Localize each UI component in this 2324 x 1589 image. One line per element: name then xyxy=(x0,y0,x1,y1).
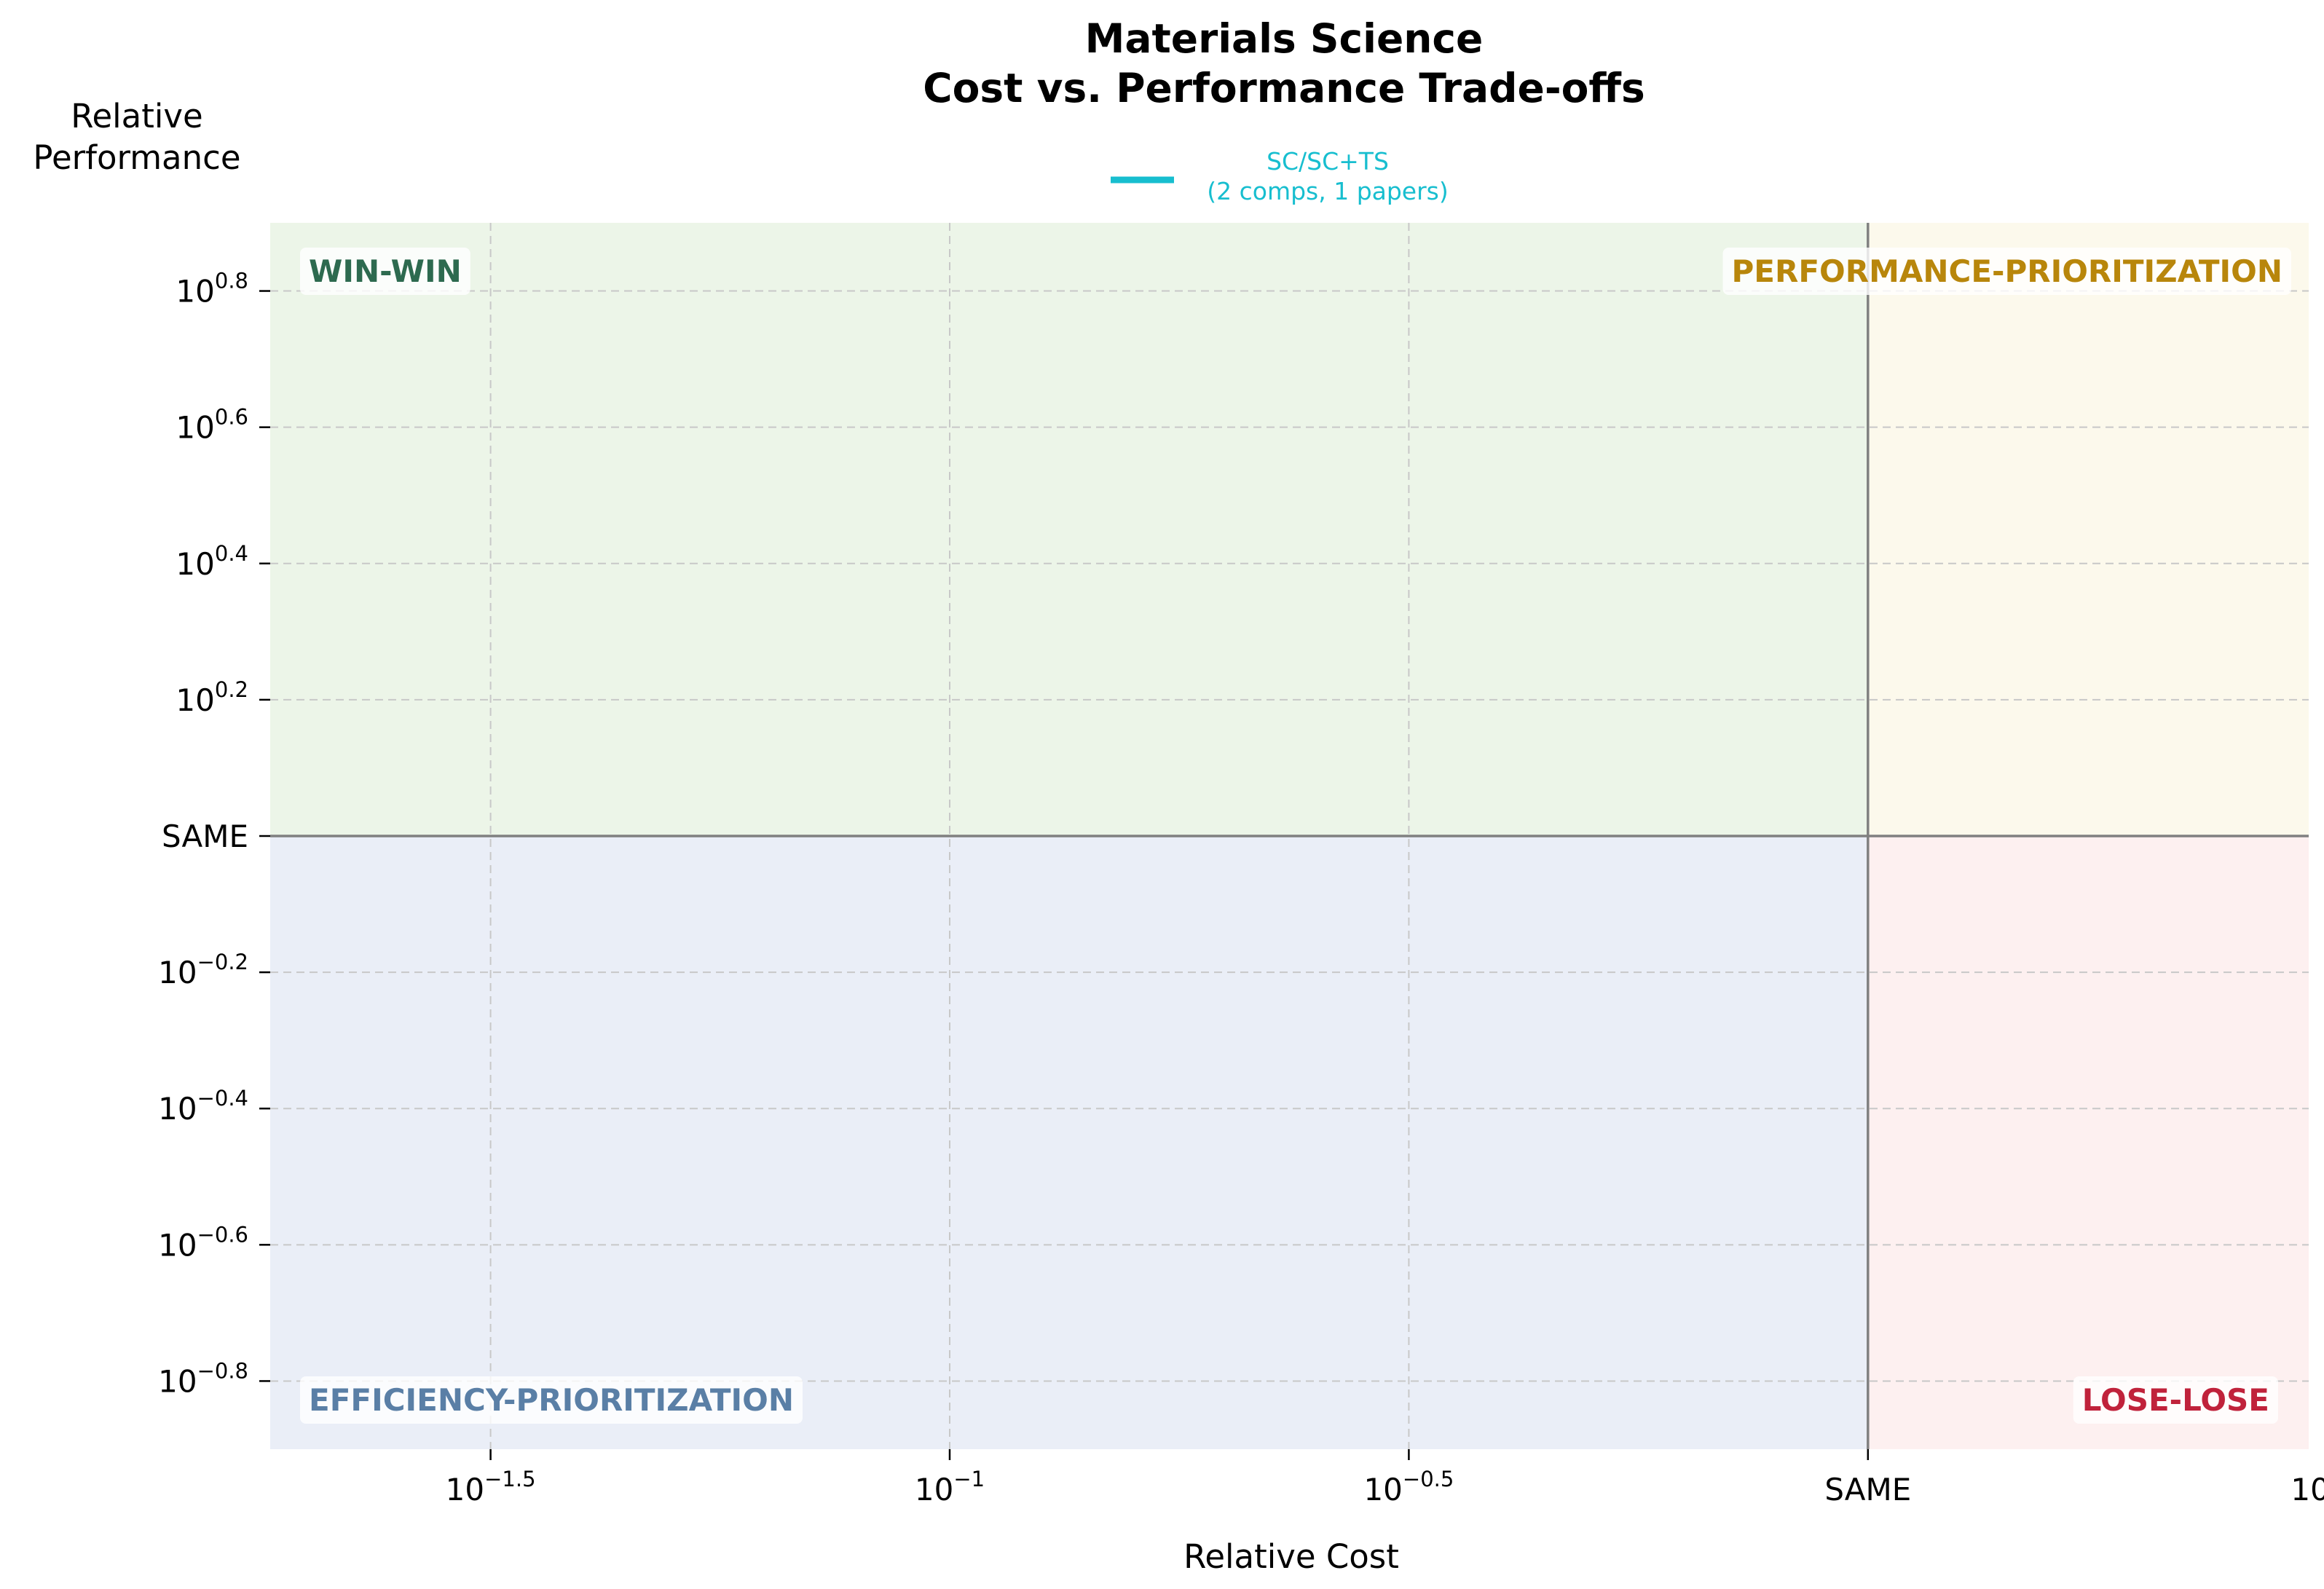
quadrant-label-text: WIN-WIN xyxy=(309,253,462,289)
y-tick-label: 10−0.2 xyxy=(158,950,248,990)
quadrant-lose-lose xyxy=(1867,836,2309,1449)
y-tick-label: 100.2 xyxy=(176,677,248,718)
x-tick-label: 10−1 xyxy=(915,1467,985,1507)
legend-label: SC/SC+TS (2 comps, 1 papers) xyxy=(1207,147,1449,205)
quadrant-win-win xyxy=(270,223,1868,836)
quadrant-backgrounds xyxy=(270,223,2309,1449)
y-tick-label: 100.4 xyxy=(176,541,248,582)
y-tick-label: 100.8 xyxy=(176,269,248,309)
quadrant-efficiency-prioritization xyxy=(270,836,1868,1449)
y-tick-label: SAME xyxy=(162,819,248,854)
quadrant-label-win-win: WIN-WIN xyxy=(300,248,470,295)
quadrant-label-text: PERFORMANCE-PRIORITIZATION xyxy=(1732,253,2282,289)
x-tick-label: 100.5 xyxy=(2290,1467,2324,1507)
y-tick-label: 10−0.4 xyxy=(158,1086,248,1127)
quadrant-label-lose-lose: LOSE-LOSE xyxy=(2073,1376,2278,1424)
y-tick-label: 10−0.6 xyxy=(158,1222,248,1263)
titles: Materials Science Cost vs. Performance Tr… xyxy=(33,15,1644,1576)
x-tick-label: 10−0.5 xyxy=(1363,1467,1454,1507)
x-tick-label: SAME xyxy=(1824,1472,1911,1507)
y-axis-label: Relative Performance xyxy=(33,97,240,177)
chart-title: Materials Science Cost vs. Performance Tr… xyxy=(923,15,1644,111)
quadrant-label-performance-prioritization: PERFORMANCE-PRIORITIZATION xyxy=(1722,248,2291,295)
quadrant-labels: WIN-WIN PERFORMANCE-PRIORITIZATION EFFICIE… xyxy=(300,248,2291,1424)
x-axis-label: Relative Cost xyxy=(1183,1537,1399,1576)
quadrant-label-text: LOSE-LOSE xyxy=(2082,1382,2269,1418)
y-tick-label: 10−0.8 xyxy=(158,1358,248,1399)
reference-lines xyxy=(270,223,2309,1449)
axis-ticks: 10−1.5 10−1 10−0.5 SAME 100.5 100.8 100.6 100.4… xyxy=(158,269,2324,1507)
x-tick-label: 10−1.5 xyxy=(446,1467,536,1507)
quadrant-performance-prioritization xyxy=(1867,223,2309,836)
legend: SC/SC+TS (2 comps, 1 papers) xyxy=(1111,147,1449,205)
legend-entry: SC/SC+TS (2 comps, 1 papers) xyxy=(1111,147,1449,205)
y-tick-label: 100.6 xyxy=(176,405,248,446)
quadrant-label-efficiency-prioritization: EFFICIENCY-PRIORITIZATION xyxy=(300,1376,803,1424)
quadrant-label-text: EFFICIENCY-PRIORITIZATION xyxy=(309,1382,794,1418)
